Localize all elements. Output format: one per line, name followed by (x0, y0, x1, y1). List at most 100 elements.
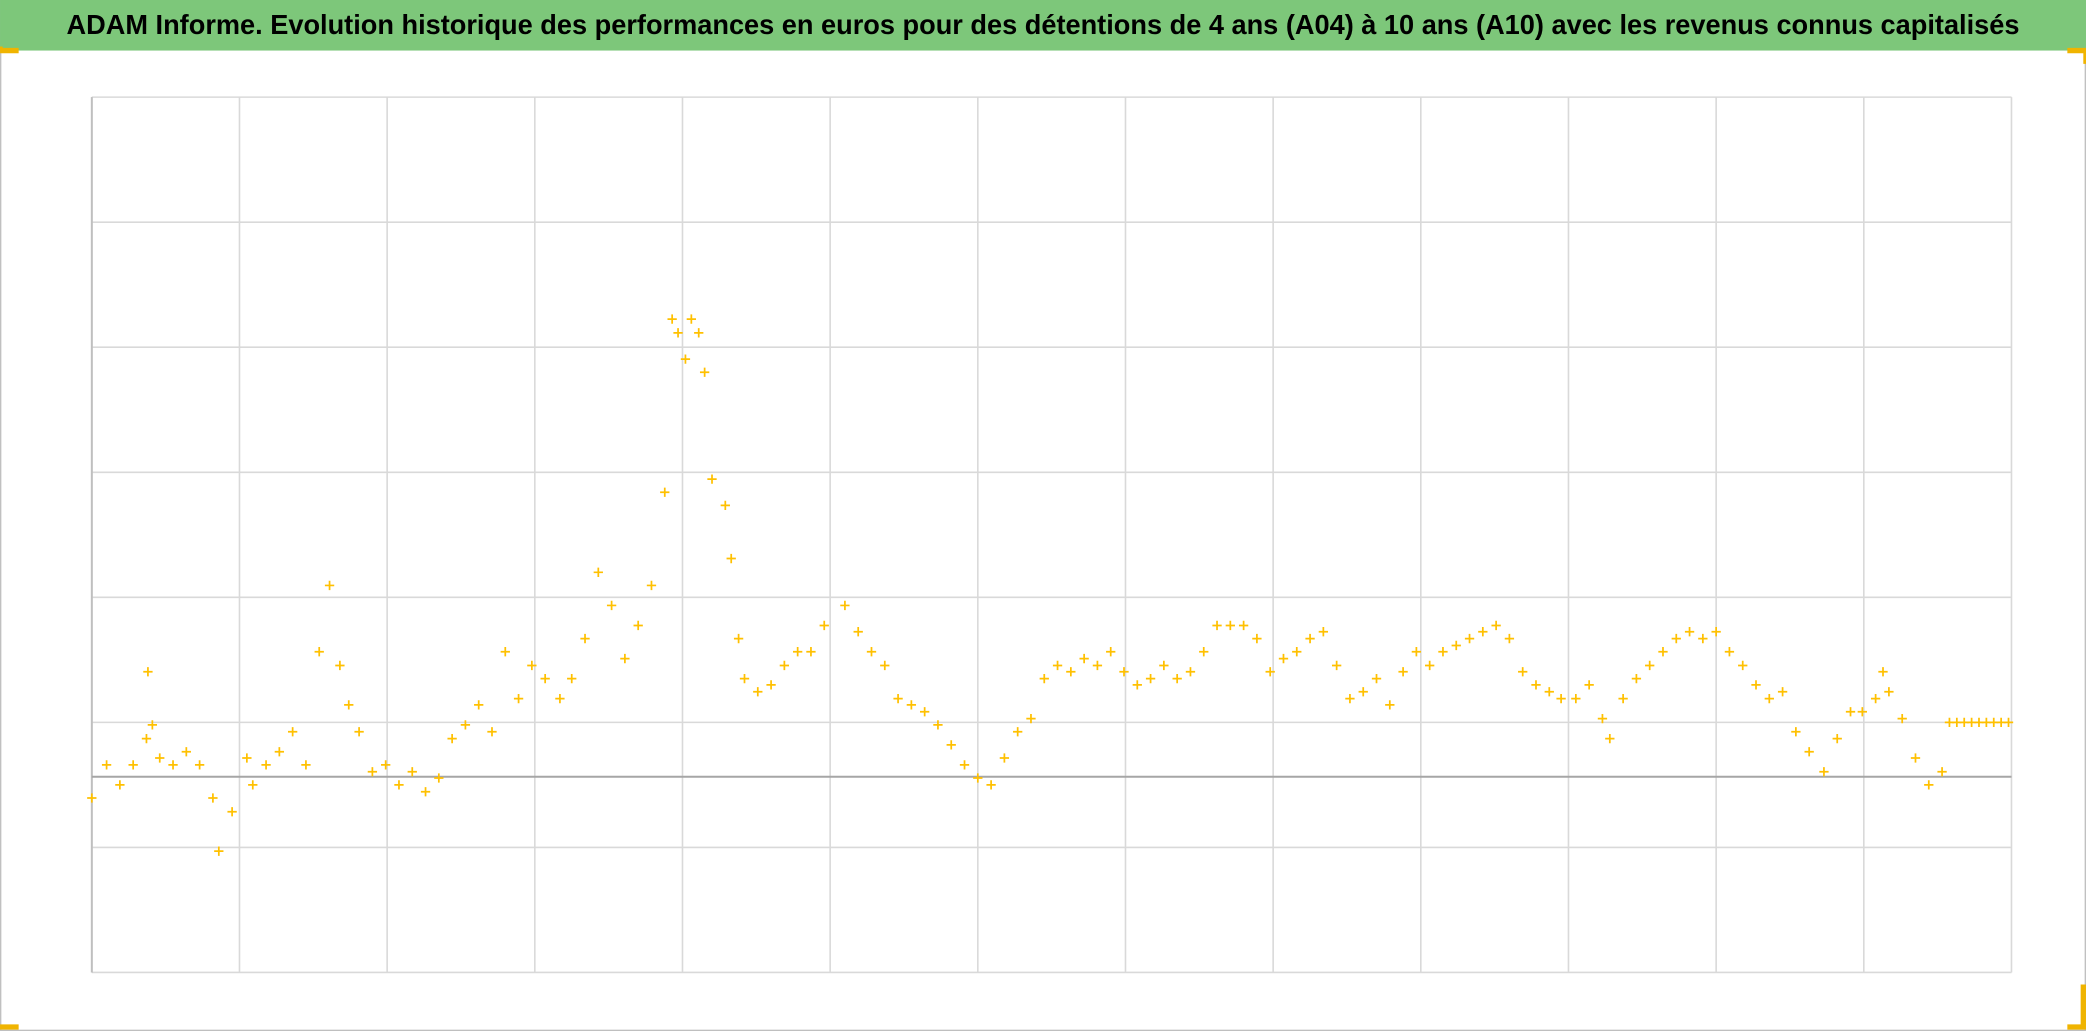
point (1159, 660, 1169, 671)
point (686, 314, 696, 324)
point (301, 760, 311, 770)
point (474, 700, 484, 710)
point (1199, 647, 1209, 657)
point (1897, 713, 1907, 724)
point (143, 667, 153, 677)
point (1039, 673, 1049, 684)
point (893, 693, 903, 704)
point (1026, 713, 1036, 724)
point (946, 740, 956, 750)
point (407, 767, 417, 777)
point (1292, 647, 1302, 657)
point (1738, 660, 1748, 671)
point (1924, 780, 1934, 790)
point (141, 733, 152, 744)
point (420, 787, 431, 797)
point (580, 633, 590, 644)
point (1605, 733, 1615, 744)
point (720, 500, 730, 511)
point (1671, 633, 1681, 644)
point (1225, 620, 1235, 631)
point (1531, 680, 1541, 690)
point (314, 647, 324, 657)
point (1238, 620, 1249, 631)
point (1631, 673, 1642, 684)
chart-title: ADAM Informe. Evolution historique des p… (67, 9, 2020, 40)
point (1119, 667, 1129, 677)
point (527, 660, 537, 671)
point (866, 647, 877, 657)
point (739, 673, 750, 684)
point (1556, 693, 1566, 704)
point (1385, 700, 1395, 710)
point (1684, 627, 1695, 637)
point (567, 673, 577, 684)
point (660, 487, 670, 497)
point (1331, 660, 1342, 671)
point (1052, 660, 1063, 671)
point (261, 760, 271, 770)
point (248, 780, 258, 790)
point (1878, 667, 1888, 677)
point (806, 647, 816, 657)
point (1504, 633, 1515, 644)
point (487, 727, 497, 737)
point (1185, 667, 1196, 677)
point (1751, 680, 1761, 690)
point (1371, 673, 1382, 684)
point (1910, 753, 1921, 763)
point (620, 653, 630, 664)
point (1438, 647, 1448, 657)
point (606, 600, 617, 611)
point (367, 767, 378, 777)
point (1092, 660, 1103, 671)
point (447, 733, 457, 744)
point (1318, 627, 1329, 637)
point (324, 580, 335, 591)
point (1252, 633, 1262, 644)
point (227, 807, 237, 817)
point (853, 627, 863, 637)
grid (90, 96, 2013, 974)
point (1212, 620, 1222, 631)
point (840, 600, 850, 611)
point (1544, 687, 1554, 697)
point (1358, 687, 1368, 697)
point (344, 700, 354, 710)
point (1884, 687, 1894, 697)
point (1857, 707, 1867, 717)
point (673, 328, 683, 338)
point (880, 660, 890, 671)
point (906, 700, 917, 710)
point (115, 780, 125, 790)
point (726, 553, 736, 564)
point (667, 314, 677, 324)
point (1132, 680, 1142, 690)
point (555, 693, 565, 704)
point (381, 760, 391, 770)
point (680, 354, 691, 364)
point (1425, 660, 1435, 671)
point (1451, 640, 1461, 651)
point (1491, 620, 1501, 631)
point (1937, 767, 1947, 777)
point (1278, 653, 1289, 664)
point (1698, 633, 1708, 644)
point (500, 647, 510, 657)
point (1870, 693, 1881, 704)
point (1804, 747, 1814, 757)
point (194, 760, 205, 770)
point (919, 707, 930, 717)
point (633, 620, 643, 631)
point (1265, 667, 1275, 677)
point (335, 660, 345, 671)
point (242, 753, 252, 763)
point (101, 760, 112, 770)
point (274, 747, 285, 757)
point (1711, 627, 1721, 637)
point (460, 720, 471, 730)
point (1645, 660, 1655, 671)
